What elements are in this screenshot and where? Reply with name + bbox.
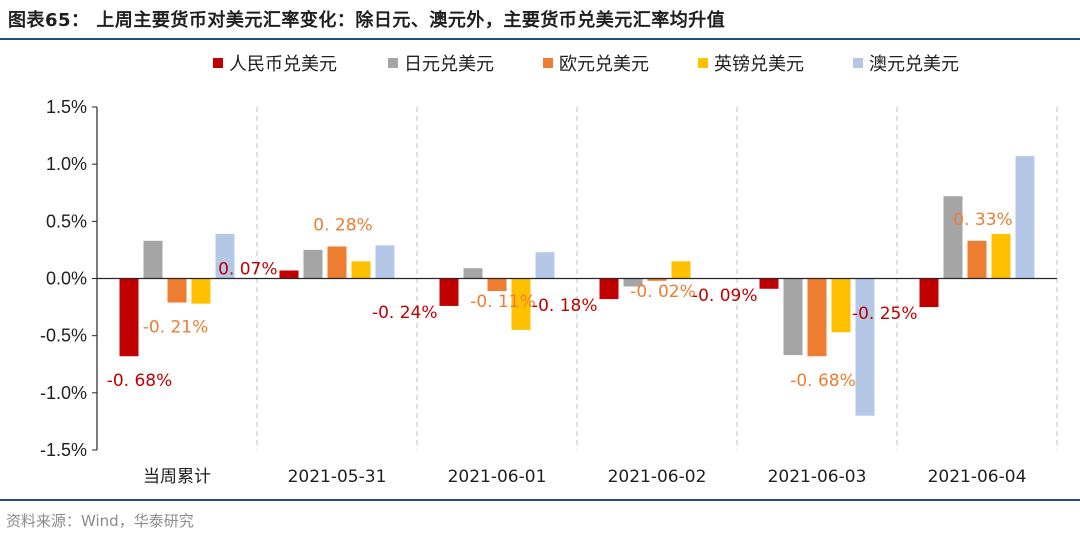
axes: 1.5% 1.0% 0.5% 0.0% -0.5% -1.0% -1.5% 当周累计 2021-…	[40, 97, 1057, 487]
legend-label: 欧元兑美元	[559, 54, 649, 75]
y-tick-label: 1.0%	[46, 154, 87, 174]
bar	[967, 240, 987, 279]
data-label: -0. 02%	[630, 282, 696, 302]
legend-item: 人民币兑美元	[213, 54, 337, 75]
x-tick-label: 2021-06-03	[768, 467, 867, 487]
x-tick-label: 2021-05-31	[288, 467, 387, 487]
legend-label: 人民币兑美元	[229, 54, 337, 75]
data-label: 0. 28%	[313, 215, 372, 235]
x-tick-label: 2021-06-02	[608, 467, 707, 487]
bar	[855, 278, 875, 416]
bar	[487, 278, 507, 292]
bar	[119, 278, 139, 357]
bar	[375, 245, 395, 279]
legend-swatch	[698, 58, 708, 68]
bar	[167, 278, 187, 303]
data-label: -0. 25%	[852, 304, 918, 324]
source-note: 资料来源：Wind，华泰研究	[6, 512, 194, 530]
bar	[623, 278, 643, 287]
bar	[215, 233, 235, 279]
data-label: 0. 07%	[218, 259, 277, 279]
figure-title: 图表65： 上周主要货币对美元汇率变化：除日元、澳元外，主要货币兑美元汇率均升值	[8, 10, 726, 31]
bar	[831, 278, 851, 333]
legend-swatch	[543, 58, 553, 68]
bar	[351, 261, 371, 279]
bars	[119, 156, 1035, 416]
bar	[759, 278, 779, 289]
bottom-rule	[0, 499, 1080, 501]
legend-label: 英镑兑美元	[714, 54, 804, 75]
bar	[143, 240, 163, 279]
bar	[599, 278, 619, 300]
bar	[535, 252, 555, 279]
bar	[919, 278, 939, 308]
legend-swatch	[213, 58, 223, 68]
bar	[807, 278, 827, 357]
legend-item: 英镑兑美元	[698, 54, 804, 75]
legend: 人民币兑美元 日元兑美元 欧元兑美元 英镑兑美元 澳元兑美元	[213, 54, 959, 75]
data-labels: -0. 68% -0. 21% 0. 07% 0. 28% -0. 24% -0. 11%…	[107, 210, 1013, 391]
bar	[991, 233, 1011, 279]
legend-label: 澳元兑美元	[869, 54, 959, 75]
bar	[191, 278, 211, 304]
bar-chart: 人民币兑美元 日元兑美元 欧元兑美元 英镑兑美元 澳元兑美元 1.5% 1.0% 0.5% 0…	[40, 54, 1058, 487]
legend-item: 日元兑美元	[388, 54, 494, 75]
data-label: -0. 24%	[372, 303, 438, 323]
bar	[303, 249, 323, 279]
y-tick-label: 0.5%	[46, 211, 87, 231]
legend-swatch	[388, 58, 398, 68]
data-label: -0. 11%	[470, 292, 536, 312]
data-label: -0. 68%	[107, 371, 173, 391]
title-rule	[0, 38, 1080, 40]
legend-label: 日元兑美元	[404, 54, 494, 75]
bar	[783, 278, 803, 356]
bar	[439, 278, 459, 306]
bar	[1015, 156, 1035, 279]
legend-item: 澳元兑美元	[853, 54, 959, 75]
bar	[647, 278, 667, 281]
data-label: -0. 21%	[143, 318, 209, 338]
bar	[463, 268, 483, 279]
legend-swatch	[853, 58, 863, 68]
y-tick-label: -1.0%	[40, 383, 87, 403]
y-tick-label: -1.5%	[40, 440, 87, 460]
bar	[511, 278, 531, 330]
bar	[327, 246, 347, 279]
bar	[943, 196, 963, 279]
y-tick-label: 1.5%	[46, 97, 87, 117]
data-label: -0. 09%	[692, 286, 758, 306]
bar	[671, 261, 691, 279]
data-label: 0. 33%	[953, 210, 1012, 230]
x-tick-label: 2021-06-04	[928, 467, 1027, 487]
legend-item: 欧元兑美元	[543, 54, 649, 75]
x-tick-label: 当周累计	[143, 467, 211, 487]
bar	[279, 270, 299, 279]
y-tick-label: 0.0%	[46, 269, 87, 289]
x-tick-label: 2021-06-01	[448, 467, 547, 487]
y-tick-label: -0.5%	[40, 326, 87, 346]
data-label: -0. 68%	[790, 371, 856, 391]
data-label: -0. 18%	[532, 296, 598, 316]
